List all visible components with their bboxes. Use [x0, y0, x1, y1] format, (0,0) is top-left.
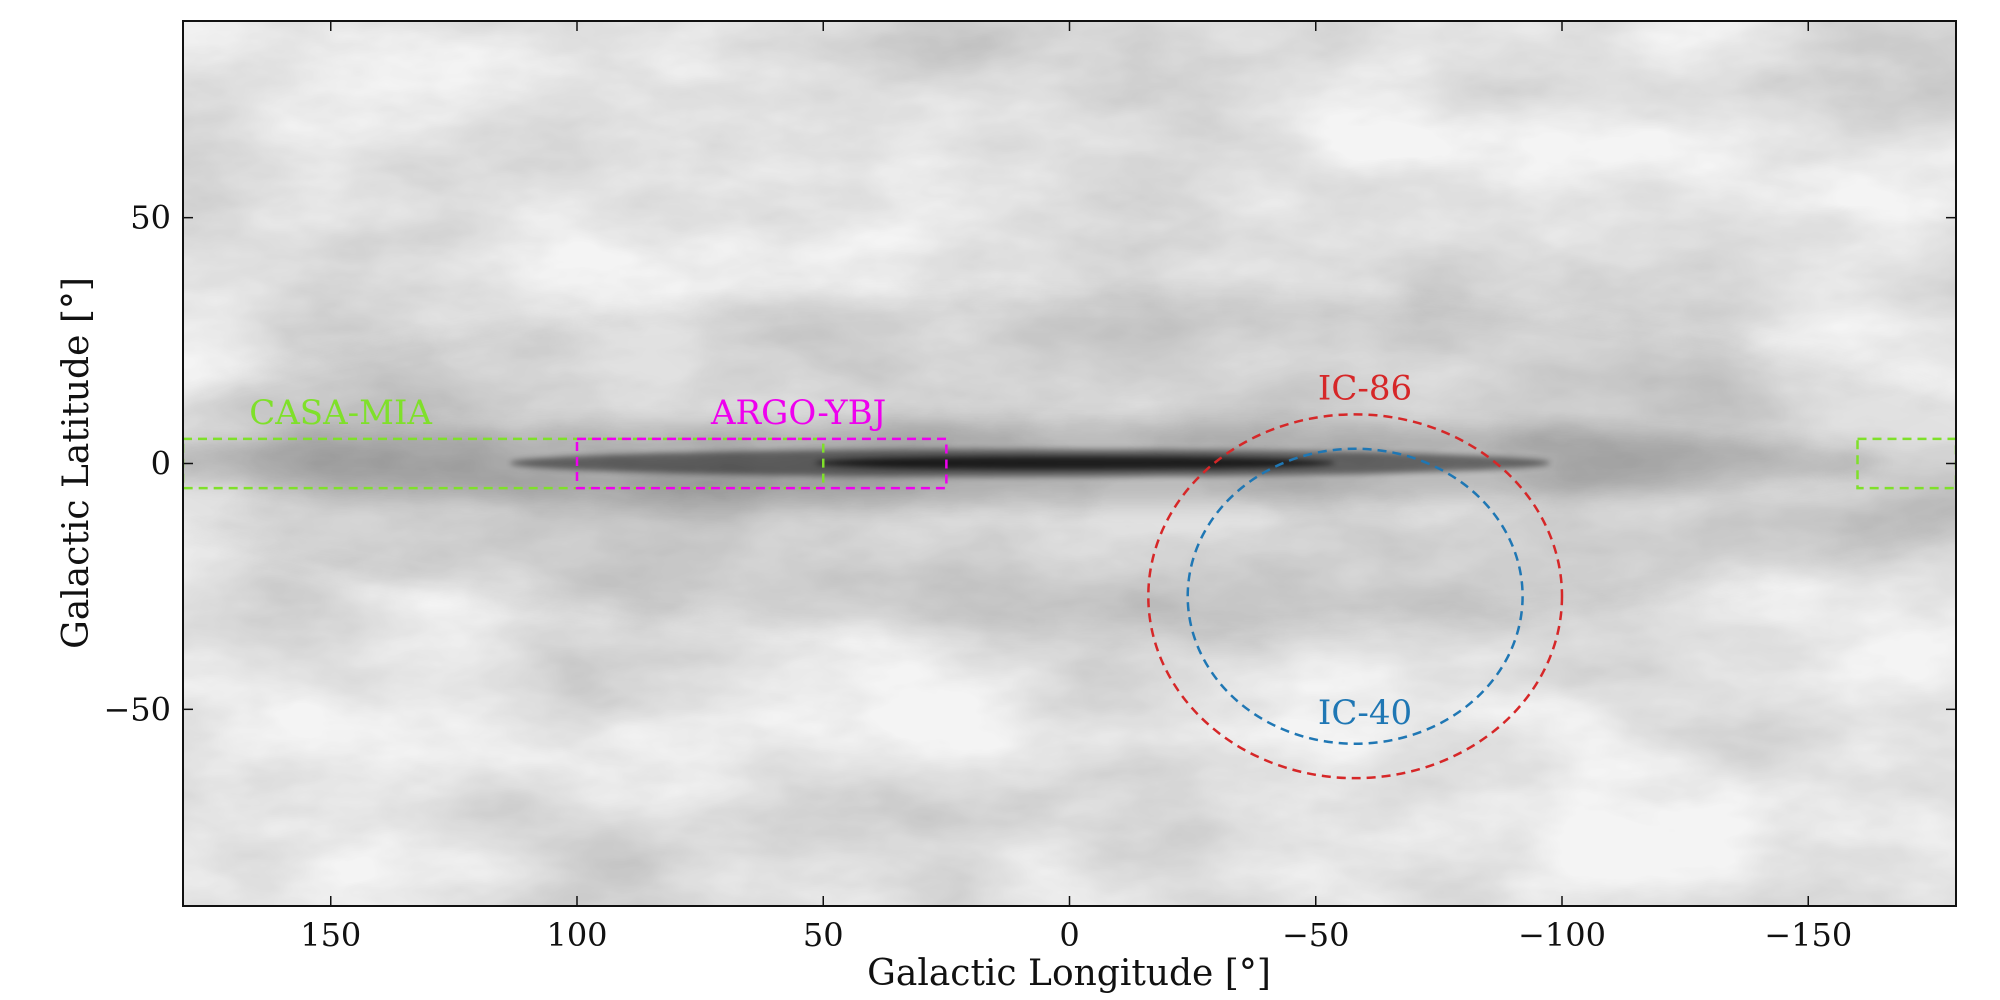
x-tick-label: 150 — [300, 916, 361, 954]
y-tick-label: −50 — [103, 690, 171, 728]
region-ic-40-ellipse — [1186, 447, 1524, 745]
region-ic-86-ellipse — [1147, 413, 1564, 780]
x-tick-label: −100 — [1518, 916, 1606, 954]
region-labels-layer: CASA-MIA ARGO-YBJ IC-86 IC-40 — [249, 369, 1412, 733]
x-tick-label: 50 — [803, 916, 844, 954]
region-argo-ybj-box — [575, 437, 948, 490]
plot-area — [183, 21, 1956, 906]
y-tick-label: 50 — [130, 199, 171, 237]
regions-layer — [183, 413, 1956, 780]
y-tick-label: 0 — [151, 445, 171, 483]
x-tick-label: 0 — [1059, 916, 1079, 954]
region-label-ic-86: IC-86 — [1318, 369, 1412, 409]
y-axis-label: Galactic Latitude [°] — [56, 277, 97, 649]
region-label-argo-ybj: ARGO-YBJ — [710, 393, 886, 433]
x-axis-label: Galactic Longitude [°] — [867, 953, 1271, 994]
region-label-ic-40: IC-40 — [1318, 693, 1412, 733]
ticks-layer: 150 100 50 0 −50 −100 −150 50 0 −50 — [103, 21, 1956, 954]
x-tick-label: −150 — [1764, 916, 1852, 954]
x-tick-label: −50 — [1282, 916, 1350, 954]
region-casa-mia-box — [183, 437, 825, 490]
galactic-core — [815, 456, 1335, 470]
region-casa-mia-wrap-box — [1856, 437, 1956, 490]
region-label-casa-mia: CASA-MIA — [249, 393, 432, 433]
x-tick-label: 100 — [546, 916, 607, 954]
